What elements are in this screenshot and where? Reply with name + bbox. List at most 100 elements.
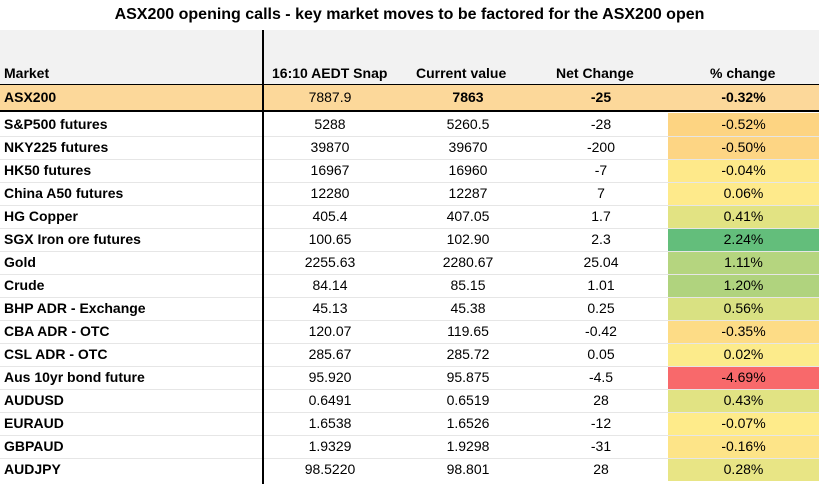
table-row: Aus 10yr bond future 95.920 95.875 -4.5 -4.6… (0, 366, 819, 389)
snap-cell: 405.4 (312, 208, 348, 224)
pct-change-cell: 0.06% (723, 185, 764, 201)
market-cell: ASX200 (4, 89, 57, 105)
table-row: CBA ADR - OTC 120.07 119.65 -0.42 -0.35% (0, 320, 819, 343)
table-row: Crude 84.14 85.15 1.01 1.20% (0, 274, 819, 297)
asx200-row: ASX200 7887.9 7863 -25 -0.32% (0, 84, 819, 112)
current-cell: 2280.67 (442, 254, 494, 270)
snap-cell: 95.920 (308, 369, 352, 385)
pct-change-cell: 0.41% (723, 208, 764, 224)
net-change-cell: 7 (597, 185, 605, 201)
current-cell: 0.6519 (446, 392, 490, 408)
market-cell: S&P500 futures (4, 116, 108, 132)
snap-cell: 12280 (310, 185, 350, 201)
current-cell: 12287 (448, 185, 488, 201)
current-cell: 98.801 (446, 461, 490, 477)
pct-change-cell: -0.32% (721, 89, 766, 105)
current-cell: 102.90 (446, 231, 490, 247)
pct-heat-cell (668, 343, 819, 366)
snap-cell: 7887.9 (308, 89, 352, 105)
pct-heat-cell (668, 412, 819, 435)
pct-heat-cell (668, 251, 819, 274)
net-change-cell: 0.05 (587, 346, 615, 362)
pct-heat-cell (668, 159, 819, 182)
net-change-cell: 1.7 (591, 208, 611, 224)
pct-change-cell: -0.07% (721, 415, 766, 431)
market-cell: EURAUD (4, 415, 64, 431)
net-change-cell: -0.42 (585, 323, 617, 339)
row-gridline (0, 274, 819, 275)
table-row: BHP ADR - Exchange 45.13 45.38 0.25 0.56% (0, 297, 819, 320)
current-cell: 39670 (448, 139, 488, 155)
market-cell: HG Copper (4, 208, 78, 224)
market-cell: HK50 futures (4, 162, 92, 178)
snap-cell: 45.13 (312, 300, 348, 316)
snap-cell: 1.6538 (308, 415, 352, 431)
header-current: Current value (416, 65, 507, 81)
pct-heat-cell (668, 274, 819, 297)
column-divider (262, 30, 264, 484)
row-gridline (0, 159, 819, 160)
snap-cell: 100.65 (308, 231, 352, 247)
snap-cell: 1.9329 (308, 438, 352, 454)
table-row: SGX Iron ore futures 100.65 102.90 2.3 2.24% (0, 228, 819, 251)
pct-change-cell: -0.52% (721, 116, 766, 132)
net-change-cell: -12 (590, 415, 612, 431)
current-cell: 407.05 (446, 208, 490, 224)
table-row: China A50 futures 12280 12287 7 0.06% (0, 182, 819, 205)
current-cell: 7863 (452, 89, 484, 105)
table-row: NKY225 futures 39870 39670 -200 -0.50% (0, 136, 819, 159)
market-cell: GBPAUD (4, 438, 64, 454)
table-row: HG Copper 405.4 407.05 1.7 0.41% (0, 205, 819, 228)
current-cell: 16960 (448, 162, 488, 178)
row-gridline (0, 366, 819, 367)
pct-heat-cell (668, 435, 819, 458)
row-gridline (0, 297, 819, 298)
row-gridline (0, 435, 819, 436)
net-change-cell: -7 (594, 162, 608, 178)
current-cell: 119.65 (447, 323, 489, 339)
snap-cell: 2255.63 (304, 254, 356, 270)
pct-heat-cell (668, 113, 819, 136)
net-change-cell: -4.5 (588, 369, 614, 385)
net-change-cell: -28 (590, 116, 612, 132)
table-row: EURAUD 1.6538 1.6526 -12 -0.07% (0, 412, 819, 435)
header-market: Market (4, 65, 50, 81)
net-change-cell: -200 (586, 139, 616, 155)
snap-cell: 285.67 (308, 346, 352, 362)
pct-heat-cell (668, 389, 819, 412)
net-change-cell: 2.3 (591, 231, 611, 247)
net-change-cell: 0.25 (587, 300, 615, 316)
pct-change-cell: -4.69% (721, 369, 766, 385)
table-row: GBPAUD 1.9329 1.9298 -31 -0.16% (0, 435, 819, 458)
pct-change-cell: 2.24% (723, 231, 764, 247)
net-change-cell: 25.04 (583, 254, 619, 270)
current-cell: 95.875 (446, 369, 490, 385)
row-gridline (0, 228, 819, 229)
pct-change-cell: 1.20% (723, 277, 764, 293)
pct-heat-cell (668, 228, 819, 251)
pct-change-cell: -0.16% (721, 438, 766, 454)
table-row: AUDUSD 0.6491 0.6519 28 0.43% (0, 389, 819, 412)
pct-change-cell: 0.56% (723, 300, 764, 316)
pct-change-cell: -0.35% (721, 323, 766, 339)
market-cell: Crude (4, 277, 45, 293)
row-gridline (0, 343, 819, 344)
net-change-cell: 28 (593, 461, 609, 477)
market-cell: CBA ADR - OTC (4, 323, 110, 339)
row-gridline (0, 205, 819, 206)
pct-heat-cell (668, 297, 819, 320)
net-change-cell: 1.01 (587, 277, 615, 293)
pct-heat-cell (668, 366, 819, 389)
snap-cell: 39870 (310, 139, 350, 155)
divider (0, 84, 819, 85)
market-cell: CSL ADR - OTC (4, 346, 108, 362)
table-row: S&P500 futures 5288 5260.5 -28 -0.52% (0, 113, 819, 136)
row-gridline (0, 412, 819, 413)
row-gridline (0, 182, 819, 183)
table-row: AUDJPY 98.5220 98.801 28 0.28% (0, 458, 819, 481)
current-cell: 1.6526 (446, 415, 490, 431)
header-pct-change: % change (710, 65, 776, 81)
table-header (0, 30, 819, 84)
pct-change-cell: -0.04% (721, 162, 766, 178)
market-cell: AUDJPY (4, 461, 61, 477)
